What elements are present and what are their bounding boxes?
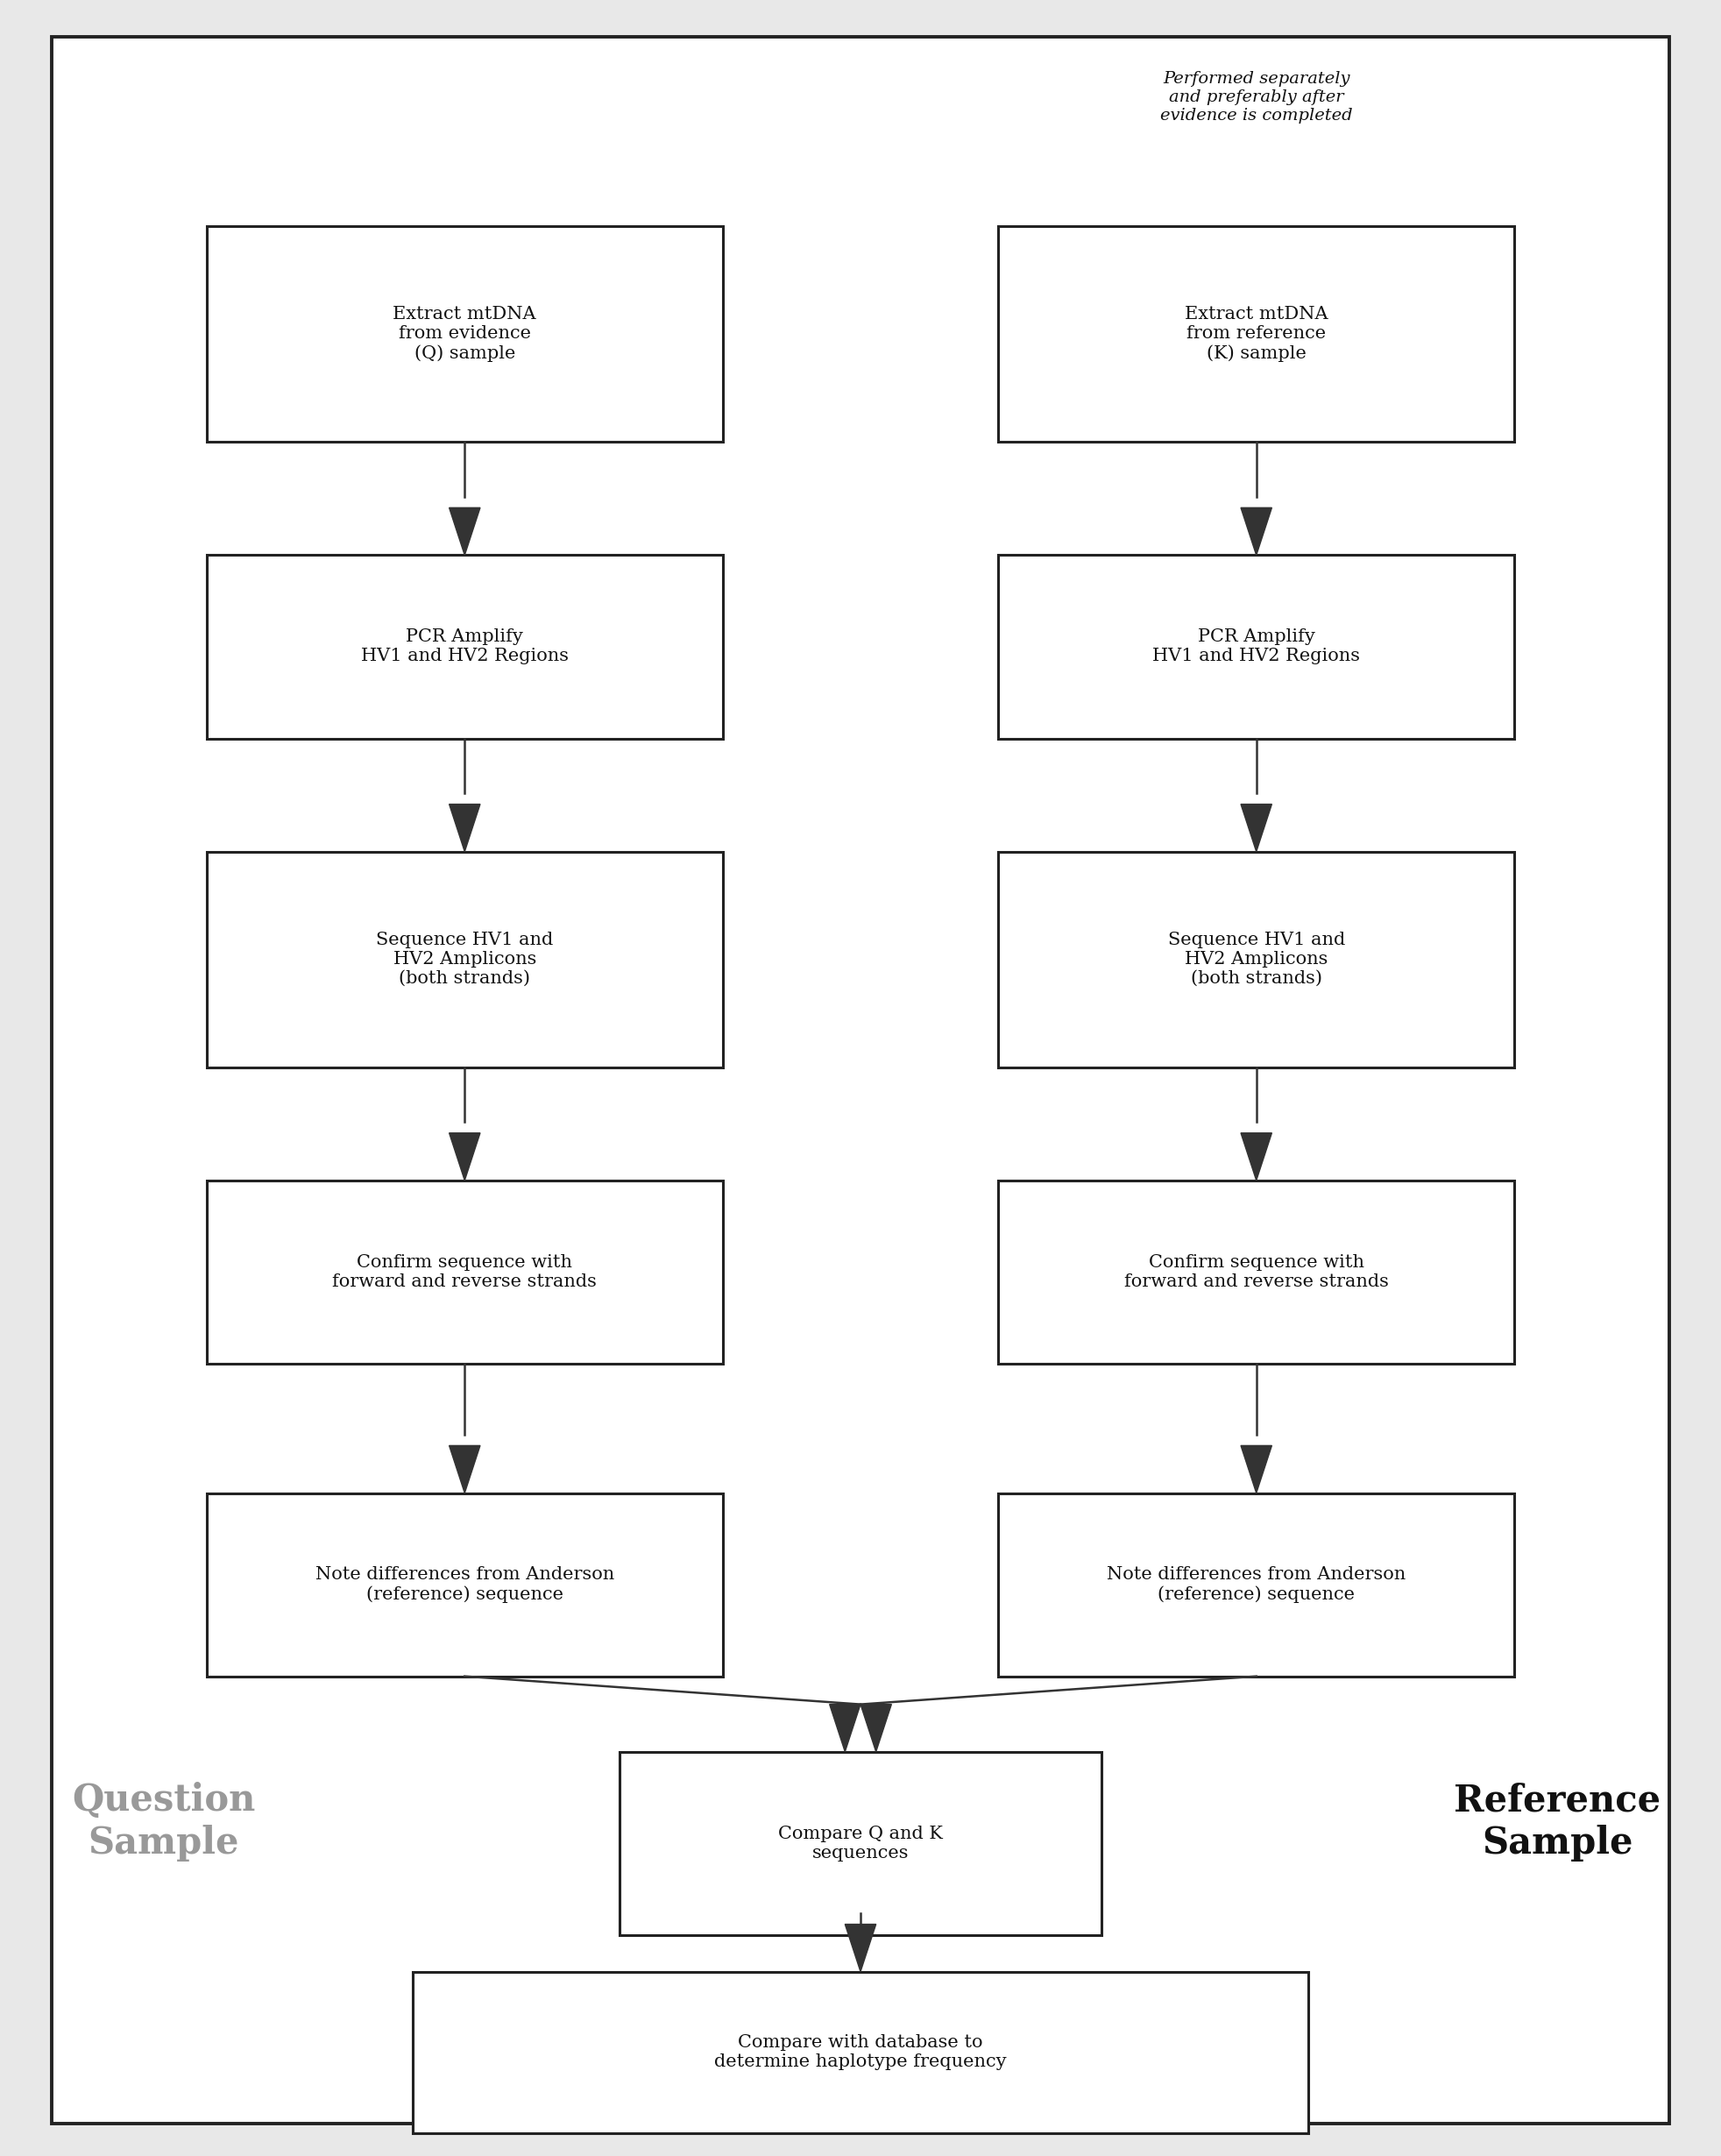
Polygon shape	[860, 1703, 891, 1751]
FancyBboxPatch shape	[207, 556, 723, 737]
Text: PCR Amplify
HV1 and HV2 Regions: PCR Amplify HV1 and HV2 Regions	[1153, 630, 1360, 664]
FancyBboxPatch shape	[52, 37, 1669, 2124]
FancyBboxPatch shape	[207, 1181, 723, 1365]
FancyBboxPatch shape	[620, 1751, 1101, 1936]
FancyBboxPatch shape	[207, 852, 723, 1067]
Text: Extract mtDNA
from reference
(K) sample: Extract mtDNA from reference (K) sample	[1184, 306, 1329, 362]
Text: Note differences from Anderson
(reference) sequence: Note differences from Anderson (referenc…	[315, 1567, 614, 1602]
FancyBboxPatch shape	[413, 1971, 1308, 2134]
FancyBboxPatch shape	[998, 1492, 1514, 1677]
Text: Compare Q and K
sequences: Compare Q and K sequences	[778, 1826, 943, 1861]
FancyBboxPatch shape	[207, 226, 723, 442]
Text: Confirm sequence with
forward and reverse strands: Confirm sequence with forward and revers…	[332, 1255, 597, 1289]
Polygon shape	[449, 1445, 480, 1492]
Text: Note differences from Anderson
(reference) sequence: Note differences from Anderson (referenc…	[1107, 1567, 1406, 1602]
Text: PCR Amplify
HV1 and HV2 Regions: PCR Amplify HV1 and HV2 Regions	[361, 630, 568, 664]
Text: Compare with database to
determine haplotype frequency: Compare with database to determine haplo…	[714, 2035, 1007, 2070]
Polygon shape	[1241, 1134, 1272, 1181]
FancyBboxPatch shape	[998, 226, 1514, 442]
FancyBboxPatch shape	[207, 1492, 723, 1677]
FancyBboxPatch shape	[998, 1181, 1514, 1365]
Polygon shape	[1241, 1445, 1272, 1492]
Text: Sequence HV1 and
HV2 Amplicons
(both strands): Sequence HV1 and HV2 Amplicons (both str…	[377, 931, 552, 987]
Text: Performed separately
and preferably after
evidence is completed: Performed separately and preferably afte…	[1160, 71, 1353, 123]
Polygon shape	[830, 1703, 860, 1751]
Text: Extract mtDNA
from evidence
(Q) sample: Extract mtDNA from evidence (Q) sample	[392, 306, 537, 362]
Text: Question
Sample: Question Sample	[72, 1783, 255, 1861]
Text: Sequence HV1 and
HV2 Amplicons
(both strands): Sequence HV1 and HV2 Amplicons (both str…	[1169, 931, 1344, 987]
FancyBboxPatch shape	[998, 556, 1514, 737]
Polygon shape	[449, 1134, 480, 1181]
Polygon shape	[1241, 509, 1272, 556]
Text: Reference
Sample: Reference Sample	[1454, 1783, 1661, 1861]
Polygon shape	[845, 1923, 876, 1971]
Polygon shape	[449, 509, 480, 556]
Text: Confirm sequence with
forward and reverse strands: Confirm sequence with forward and revers…	[1124, 1255, 1389, 1289]
Polygon shape	[449, 804, 480, 852]
Polygon shape	[1241, 804, 1272, 852]
FancyBboxPatch shape	[998, 852, 1514, 1067]
